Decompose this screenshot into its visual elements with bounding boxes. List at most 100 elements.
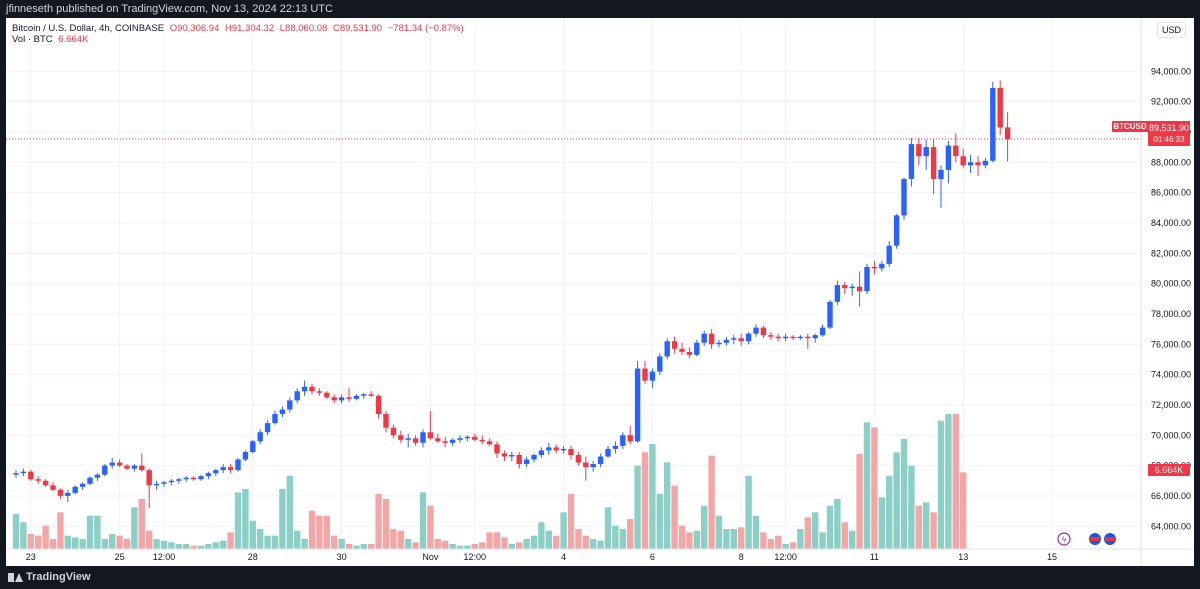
candle-body <box>220 467 226 471</box>
candle-body <box>390 427 397 436</box>
candle-body <box>198 476 204 480</box>
brand-name: TradingView <box>26 571 91 583</box>
event-markers[interactable]: ϟ <box>1057 532 1116 546</box>
volume-bar <box>27 534 34 549</box>
time-tick-label: 12:00 <box>774 552 797 562</box>
volume-bar <box>64 535 71 549</box>
candle-body <box>738 338 744 342</box>
time-tick-label: 28 <box>248 552 258 562</box>
price-tick-label: 94,000.00 <box>1151 66 1191 76</box>
candle-body <box>435 438 441 442</box>
volume-bar <box>486 532 493 549</box>
volume-bar <box>301 539 308 549</box>
currency-button[interactable]: USD <box>1156 22 1186 38</box>
volume-bar <box>86 515 94 549</box>
volume-bar <box>530 535 538 549</box>
candle-body <box>760 327 767 336</box>
legend-low: L88,060.08 <box>279 23 328 34</box>
volume-bar <box>249 520 256 549</box>
volume-bar <box>841 522 848 549</box>
volume-bar <box>856 454 863 549</box>
time-tick-label: 4 <box>561 552 566 562</box>
candle-body <box>893 215 900 246</box>
volume-bar <box>752 515 760 549</box>
candle-body <box>72 486 78 493</box>
volume-bar <box>197 545 205 549</box>
candle-body <box>227 467 234 471</box>
candle-body <box>649 371 656 381</box>
volume-bar <box>878 497 885 549</box>
volume-bar <box>308 510 316 549</box>
volume-bar <box>523 539 530 549</box>
candle-body <box>694 342 700 355</box>
volume-tag: 6.664K <box>1148 464 1190 476</box>
candle-body <box>494 444 500 454</box>
volume-bar <box>146 530 153 549</box>
volume-bar <box>160 540 168 549</box>
time-tick-label: 6 <box>650 552 655 562</box>
volume-bar <box>168 542 175 549</box>
volume-bar <box>715 515 723 549</box>
candle-body <box>768 335 774 337</box>
time-tick-label: Nov <box>422 552 439 562</box>
candle-body <box>346 397 352 399</box>
candle-body <box>597 456 604 465</box>
candle-body <box>967 162 974 166</box>
time-tick-label: 25 <box>115 552 125 562</box>
publish-info: jfinneseth published on TradingView.com,… <box>6 3 333 15</box>
volume-bar <box>42 525 49 549</box>
volume-bar <box>412 542 419 549</box>
candle-body <box>94 474 101 478</box>
volume-bar <box>234 492 242 549</box>
chart-panel[interactable]: 64,000.0066,000.0068,000.0070,000.0072,0… <box>6 18 1194 566</box>
candle-body <box>679 348 685 352</box>
candle-body <box>516 454 522 465</box>
candle-body <box>627 435 633 442</box>
candle-body <box>353 395 360 399</box>
candle-body <box>102 465 108 475</box>
price-tick-label: 66,000.00 <box>1151 491 1191 501</box>
price-chart[interactable]: 64,000.0066,000.0068,000.0070,000.0072,0… <box>6 18 1194 566</box>
volume-bar <box>871 427 878 549</box>
candle-body <box>657 356 663 372</box>
candle-body <box>20 471 27 474</box>
candle-body <box>42 480 49 486</box>
candle-body <box>264 423 271 433</box>
volume-bar <box>604 507 612 549</box>
price-axis: 64,000.0066,000.0068,000.0070,000.0072,0… <box>1140 18 1191 566</box>
candle-body <box>287 400 293 410</box>
candle-body <box>50 485 56 490</box>
candle-body <box>642 368 648 381</box>
volume-bar <box>782 544 789 549</box>
candle-body <box>153 483 160 486</box>
candle-body <box>568 448 574 455</box>
time-tick-label: 30 <box>337 552 347 562</box>
volume-bar <box>12 514 20 549</box>
tradingview-logo[interactable]: TradingView <box>8 571 91 583</box>
candle-body <box>886 245 892 264</box>
candle-body <box>176 479 182 481</box>
volume-bar <box>175 544 182 549</box>
candle-body <box>79 483 86 487</box>
candle-body <box>257 432 263 442</box>
volume-bar <box>730 529 737 549</box>
volume-bar <box>886 475 893 549</box>
volume-bar <box>227 532 234 549</box>
price-tick-label: 76,000.00 <box>1151 339 1191 349</box>
volume-label: Vol · BTC <box>12 34 53 45</box>
candle-body <box>65 492 71 496</box>
volume-bar <box>863 422 871 549</box>
volume-bar <box>641 452 649 549</box>
volume-bar <box>405 539 412 549</box>
volume-bar <box>849 530 856 549</box>
price-tick-label: 78,000.00 <box>1151 309 1191 319</box>
volume-bar <box>760 532 767 549</box>
volume-bar <box>397 530 404 549</box>
candle-body <box>605 448 611 457</box>
volume-bar <box>908 465 915 549</box>
volume-bar <box>212 542 219 549</box>
volume-bar <box>323 515 330 549</box>
volume-bar <box>419 492 427 549</box>
volume-bar <box>338 539 345 549</box>
candle-body <box>501 453 508 457</box>
